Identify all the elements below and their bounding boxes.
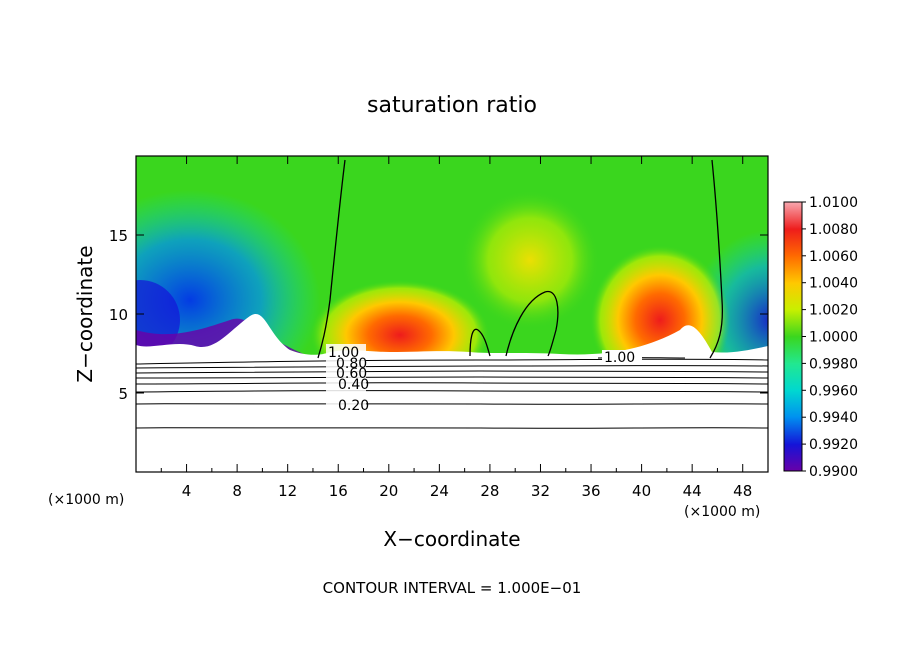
y-axis: 5 10 15 xyxy=(109,227,768,403)
contour-label: 0.40 xyxy=(338,377,369,393)
x-tick-label: 44 xyxy=(683,482,702,500)
contour-label: 1.00 xyxy=(604,350,635,366)
colorbar-label: 0.9940 xyxy=(809,410,858,426)
colorbar-segment xyxy=(784,309,802,337)
y-tick-label: 15 xyxy=(109,227,128,245)
colorbar-label: 0.9960 xyxy=(809,383,858,399)
y-tick-label: 10 xyxy=(109,306,128,324)
y-axis-title: Z−coordinate xyxy=(73,245,97,382)
contour-label: 1.00 xyxy=(328,345,359,361)
contour-label: 0.80 xyxy=(336,356,367,372)
colorbar-segment xyxy=(784,363,802,391)
x-tick-label: 12 xyxy=(278,482,297,500)
y-tick-label: 5 xyxy=(118,385,128,403)
x-unit-label-right: (×1000 m) xyxy=(684,504,760,520)
colorbar-label: 0.9980 xyxy=(809,356,858,372)
colorbar-segment xyxy=(784,228,802,257)
x-unit-label-left: (×1000 m) xyxy=(48,492,124,508)
colorbar-label: 0.9920 xyxy=(809,437,858,453)
x-tick-label: 24 xyxy=(430,482,449,500)
x-tick-label: 32 xyxy=(531,482,550,500)
colorbar-segment xyxy=(784,336,802,364)
x-tick-label: 16 xyxy=(329,482,348,500)
colorbar-segment xyxy=(784,417,802,445)
x-tick-label: 20 xyxy=(379,482,398,500)
colorbar-label: 1.0080 xyxy=(809,222,858,238)
x-tick-label: 40 xyxy=(632,482,651,500)
colorbar-segment xyxy=(784,390,802,418)
x-tick-label: 48 xyxy=(733,482,752,500)
x-tick-label: 8 xyxy=(232,482,242,500)
heatmap-field xyxy=(136,156,768,472)
colorbar: 1.0100 1.0080 1.0060 1.0040 1.0020 1.0000 0.99… xyxy=(783,195,858,480)
colorbar-label: 1.0040 xyxy=(809,276,858,292)
x-tick-label: 36 xyxy=(581,482,600,500)
colorbar-label: 1.0100 xyxy=(809,195,858,211)
x-axis-title: X−coordinate xyxy=(383,527,520,551)
colorbar-label: 1.0060 xyxy=(809,249,858,265)
colorbar-label: 0.9900 xyxy=(809,464,858,480)
colorbar-segment xyxy=(784,282,802,311)
x-tick-label: 4 xyxy=(182,482,192,500)
colorbar-segment xyxy=(784,255,802,284)
chart-title: saturation ratio xyxy=(367,93,537,118)
contour-label: 0.60 xyxy=(336,366,367,382)
colorbar-label: 1.0020 xyxy=(809,303,858,319)
colorbar-segment xyxy=(784,444,802,472)
x-tick-label: 28 xyxy=(480,482,499,500)
colorbar-label: 1.0000 xyxy=(809,330,858,346)
contour-label: 0.20 xyxy=(338,398,369,414)
contour-interval-note: CONTOUR INTERVAL = 1.000E−01 xyxy=(323,579,582,597)
x-axis: 4 8 12 16 20 24 28 32 36 40 44 48 xyxy=(160,156,752,500)
colorbar-segment xyxy=(784,202,802,230)
